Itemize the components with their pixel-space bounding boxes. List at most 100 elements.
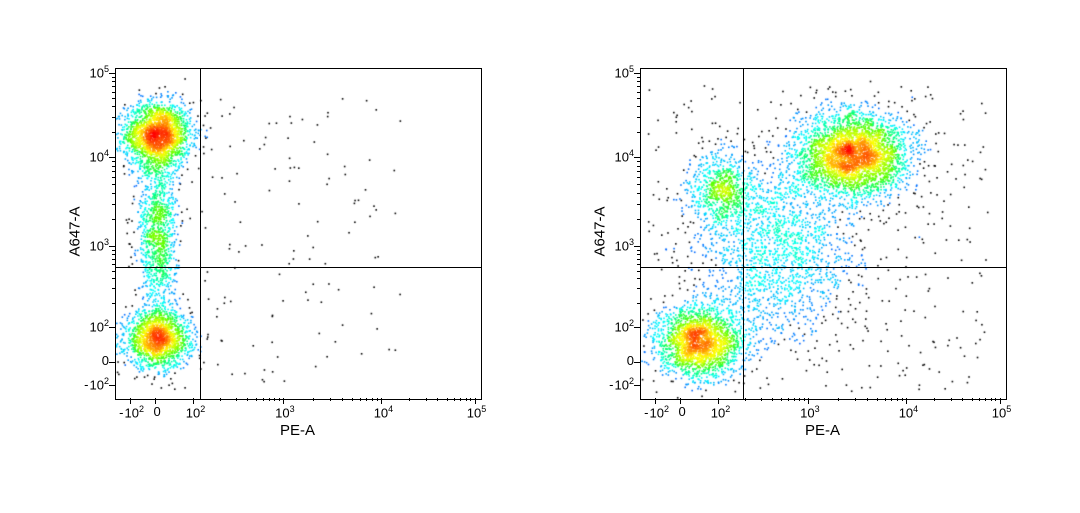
y-minor-tick <box>637 132 640 133</box>
y-minor-tick <box>112 98 115 99</box>
x-minor-tick <box>885 398 886 401</box>
x-minor-tick <box>466 398 467 401</box>
x-tick-label: 104 <box>888 404 928 420</box>
y-minor-tick <box>637 92 640 93</box>
y-tick <box>109 246 115 247</box>
y-axis-label: A647-A <box>67 202 84 262</box>
y-tick-label: 102 <box>598 318 634 334</box>
quadrant-line-vertical <box>200 69 201 399</box>
y-minor-tick <box>112 303 115 304</box>
y-minor-tick <box>112 86 115 87</box>
y-minor-tick <box>637 254 640 255</box>
x-minor-tick <box>979 398 980 401</box>
x-minor-tick <box>991 398 992 401</box>
y-minor-tick <box>637 204 640 205</box>
y-tick-label: 0 <box>598 353 634 368</box>
x-minor-tick <box>447 398 448 401</box>
y-minor-tick <box>112 171 115 172</box>
y-minor-tick <box>112 193 115 194</box>
y-minor-tick <box>637 166 640 167</box>
y-minor-tick <box>112 77 115 78</box>
x-minor-tick <box>236 398 237 401</box>
y-minor-tick <box>112 132 115 133</box>
x-minor-tick <box>460 398 461 401</box>
y-minor-tick <box>112 288 115 289</box>
x-minor-tick <box>891 398 892 401</box>
x-minor-tick <box>377 398 378 401</box>
x-minor-tick <box>745 398 746 401</box>
x-minor-tick <box>409 398 410 401</box>
x-minor-tick <box>360 398 361 401</box>
x-minor-tick <box>220 398 221 401</box>
y-minor-tick <box>112 177 115 178</box>
y-minor-tick <box>112 161 115 162</box>
x-minor-tick <box>426 398 427 401</box>
y-tick <box>109 73 115 74</box>
y-tick-label: 0 <box>73 353 109 368</box>
y-minor-tick <box>637 171 640 172</box>
y-tick <box>634 246 640 247</box>
y-minor-tick <box>637 250 640 251</box>
y-minor-tick <box>637 271 640 272</box>
x-minor-tick <box>256 398 257 401</box>
y-tick <box>634 327 640 328</box>
y-minor-tick <box>637 278 640 279</box>
y-minor-tick <box>112 106 115 107</box>
x-minor-tick <box>838 398 839 401</box>
y-minor-tick <box>637 193 640 194</box>
x-minor-tick <box>247 398 248 401</box>
x-minor-tick <box>274 398 275 401</box>
y-tick-label: 104 <box>598 148 634 164</box>
x-axis-label: PE-A <box>793 422 853 439</box>
x-tick-label: 105 <box>982 404 1022 420</box>
x-minor-tick <box>470 398 471 401</box>
quadrant-line-horizontal <box>116 267 481 268</box>
x-axis-label: PE-A <box>268 422 328 439</box>
x-minor-tick <box>855 398 856 401</box>
y-minor-tick <box>112 92 115 93</box>
y-tick-label: 102 <box>73 318 109 334</box>
y-minor-tick <box>637 288 640 289</box>
y-tick <box>634 362 640 363</box>
y-minor-tick <box>112 259 115 260</box>
y-tick <box>634 385 640 386</box>
y-tick-label: 105 <box>73 64 109 80</box>
x-minor-tick <box>804 398 805 401</box>
y-tick <box>109 327 115 328</box>
y-tick-label: -102 <box>73 376 109 392</box>
x-minor-tick <box>902 398 903 401</box>
x-minor-tick <box>313 398 314 401</box>
x-minor-tick <box>279 398 280 401</box>
x-tick-label: 0 <box>662 404 702 419</box>
y-minor-tick <box>112 264 115 265</box>
x-minor-tick <box>794 398 795 401</box>
x-minor-tick <box>972 398 973 401</box>
y-minor-tick <box>112 204 115 205</box>
y-minor-tick <box>637 117 640 118</box>
y-minor-tick <box>112 278 115 279</box>
x-tick-label: 0 <box>137 404 177 419</box>
y-minor-tick <box>112 254 115 255</box>
x-minor-tick <box>799 398 800 401</box>
figure-container: -1020102103104105-1020102103104105A647-A… <box>0 0 1080 513</box>
x-minor-tick <box>897 398 898 401</box>
y-tick-label: 105 <box>598 64 634 80</box>
x-tick-label: 105 <box>457 404 497 420</box>
density-canvas <box>116 69 481 399</box>
x-minor-tick <box>934 398 935 401</box>
x-minor-tick <box>951 398 952 401</box>
x-minor-tick <box>454 398 455 401</box>
x-tick-label: 102 <box>175 404 215 420</box>
y-minor-tick <box>637 177 640 178</box>
x-minor-tick <box>761 398 762 401</box>
x-tick-label: 102 <box>700 404 740 420</box>
y-minor-tick <box>112 81 115 82</box>
x-tick-label: 104 <box>363 404 403 420</box>
x-tick-label: 103 <box>265 404 305 420</box>
x-minor-tick <box>330 398 331 401</box>
x-minor-tick <box>269 398 270 401</box>
x-minor-tick <box>788 398 789 401</box>
y-axis-label: A647-A <box>592 202 609 262</box>
y-tick <box>634 73 640 74</box>
x-minor-tick <box>781 398 782 401</box>
